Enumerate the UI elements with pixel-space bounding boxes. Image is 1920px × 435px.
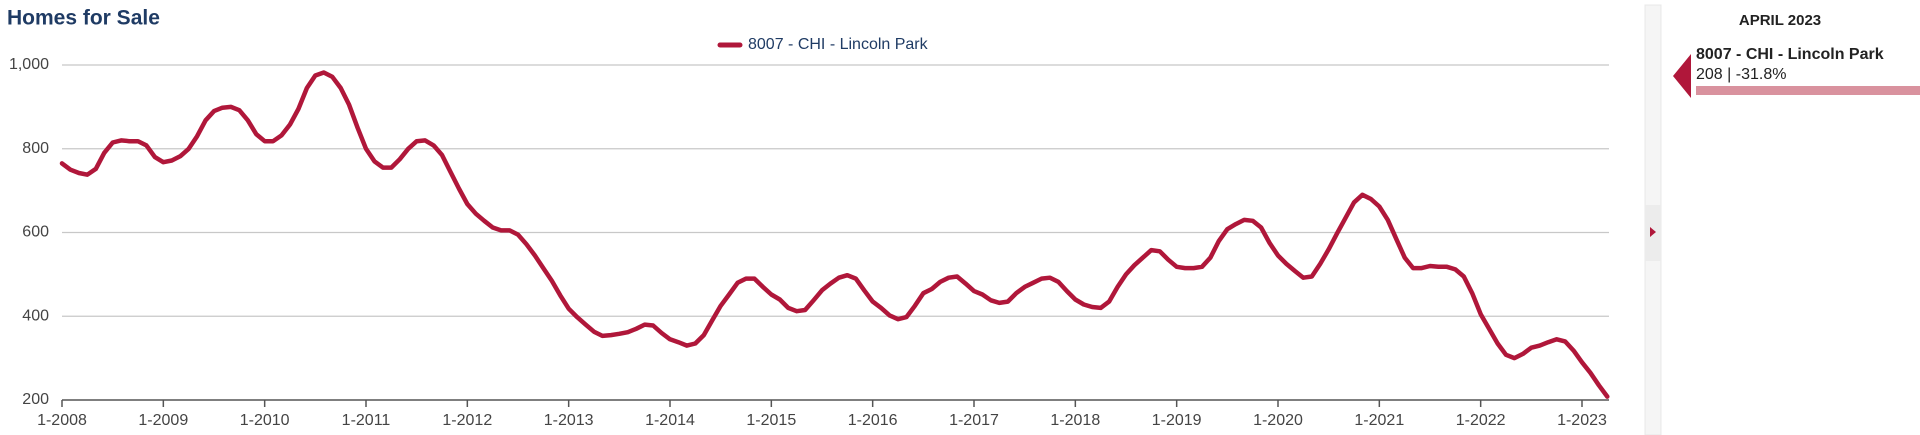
x-tick-label: 1-2014 [645, 412, 695, 429]
series-line [59, 70, 1610, 399]
collapse-arrow[interactable] [1650, 227, 1656, 237]
x-tick-label: 1-2023 [1557, 412, 1607, 429]
x-tick-label: 1-2015 [746, 412, 796, 429]
x-tick-label: 1-2016 [848, 412, 898, 429]
x-tick-label: 1-2018 [1050, 412, 1100, 429]
x-tick-label: 1-2017 [949, 412, 999, 429]
panel-period: APRIL 2023 [1739, 12, 1821, 29]
x-tick-label: 1-2022 [1456, 412, 1506, 429]
x-tick-label: 1-2010 [240, 412, 290, 429]
x-tick-label: 1-2013 [544, 412, 594, 429]
panel-bar [1696, 86, 1920, 95]
y-tick-label: 200 [22, 391, 49, 408]
y-tick-label: 800 [22, 140, 49, 157]
x-tick-label: 1-2021 [1354, 412, 1404, 429]
chart-title: Homes for Sale [7, 7, 160, 30]
x-tick-label: 1-2008 [37, 412, 87, 429]
y-tick-label: 1,000 [9, 56, 49, 73]
y-tick-label: 400 [22, 307, 49, 324]
panel-summary: 208 | -31.8% [1696, 66, 1786, 83]
y-tick-label: 600 [22, 224, 49, 241]
x-tick-label: 1-2019 [1152, 412, 1202, 429]
panel-pointer [1673, 54, 1691, 98]
panel-series-name: 8007 - CHI - Lincoln Park [1696, 46, 1884, 63]
legend-label: 8007 - CHI - Lincoln Park [748, 36, 929, 53]
x-tick-label: 1-2020 [1253, 412, 1303, 429]
x-tick-label: 1-2009 [138, 412, 188, 429]
plot: 200 400 600 800 1,000 1-2008 1-2009 1-2010 1-201… [9, 36, 1610, 429]
x-tick-label: 1-2011 [342, 412, 391, 429]
x-tick-label: 1-2012 [442, 412, 492, 429]
